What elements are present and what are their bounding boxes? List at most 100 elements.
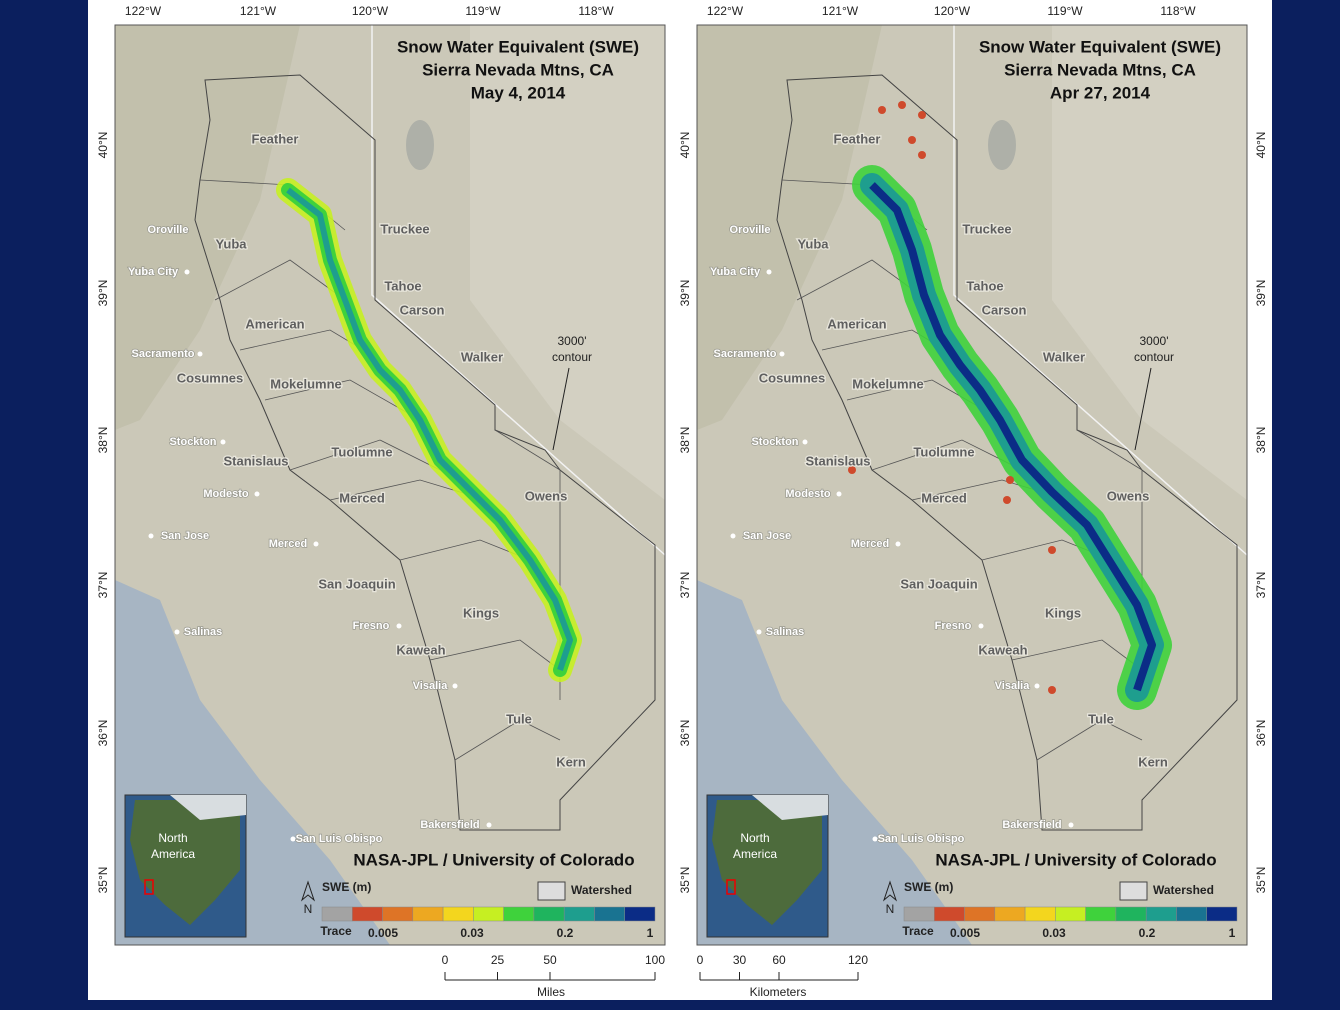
watershed-label: San Joaquin: [318, 576, 395, 591]
watershed-legend: Watershed: [571, 883, 632, 897]
lon-label: 121°W: [822, 4, 859, 18]
scale-unit: Miles: [537, 985, 565, 999]
city-label: Salinas: [184, 626, 223, 638]
state-border: [953, 25, 1247, 556]
watershed-label: Owens: [1107, 488, 1150, 503]
lon-label: 119°W: [1047, 4, 1083, 18]
lat-label: 40°N: [1254, 132, 1268, 159]
city-label: San Jose: [161, 530, 209, 542]
legend-swatch: [442, 906, 474, 922]
credit: NASA-JPL / University of Colorado: [935, 850, 1216, 869]
watershed-swatch: [537, 881, 566, 901]
legend-title: SWE (m): [904, 880, 953, 894]
city-label: Sacramento: [132, 348, 195, 360]
watershed-label: Truckee: [962, 221, 1011, 236]
city-dot: [1068, 822, 1074, 828]
legend-label: 0.2: [1139, 926, 1156, 940]
watershed-label: San Joaquin: [900, 576, 977, 591]
watershed-label: Yuba: [797, 236, 829, 251]
lat-label: 36°N: [96, 720, 110, 747]
legend-label: 0.005: [950, 926, 980, 940]
city-label: Visalia: [995, 680, 1031, 692]
city-dot: [254, 491, 260, 497]
city-label: Yuba City: [128, 266, 179, 278]
watershed-swatch: [1119, 881, 1148, 901]
legend-label: 0.005: [368, 926, 398, 940]
watershed-label: Carson: [400, 302, 445, 317]
city-label: San Luis Obispo: [878, 833, 965, 845]
watershed-label: American: [827, 316, 886, 331]
city-label: Merced: [269, 538, 308, 550]
city-dot: [779, 351, 785, 357]
lat-label: 36°N: [1254, 720, 1268, 747]
lat-label: 39°N: [96, 280, 110, 307]
lat-label: 37°N: [96, 572, 110, 599]
city-dot: [730, 533, 736, 539]
lake: [406, 120, 434, 170]
map-title: May 4, 2014: [471, 83, 566, 102]
map-title: Snow Water Equivalent (SWE): [979, 37, 1221, 56]
map-panel: [697, 25, 1247, 945]
north-arrow: [882, 880, 898, 902]
lake: [988, 120, 1016, 170]
legend-swatch: [1115, 906, 1147, 922]
legend-swatch: [994, 906, 1026, 922]
lon-label: 122°W: [125, 4, 162, 18]
city-dot: [836, 491, 842, 497]
city-dot: [174, 629, 180, 635]
snow-patch: [1006, 476, 1014, 484]
city-dot: [486, 822, 492, 828]
legend-swatch: [1024, 906, 1056, 922]
watershed-label: Mokelumne: [852, 376, 924, 391]
inset-label: America: [733, 847, 777, 861]
snow-cover: [286, 187, 573, 671]
city-dot: [872, 836, 878, 842]
legend-swatch: [503, 906, 535, 922]
watershed-label: Tuolumne: [331, 444, 392, 459]
map-terrain: [470, 25, 665, 500]
lon-label: 120°W: [934, 4, 971, 18]
city-label: Merced: [851, 538, 890, 550]
lat-label: 35°N: [1254, 867, 1268, 894]
city-dot: [197, 351, 203, 357]
watershed-label: Kaweah: [978, 642, 1027, 657]
lat-label: 40°N: [96, 132, 110, 159]
legend-swatch: [352, 906, 383, 922]
watershed-label: Owens: [525, 488, 568, 503]
snow-patch: [1048, 546, 1056, 554]
contour-leader: [552, 367, 570, 451]
map-title: Apr 27, 2014: [1050, 83, 1151, 102]
inset-label: North: [740, 831, 769, 845]
north-arrow: [300, 880, 316, 902]
city-label: Fresno: [353, 620, 390, 632]
scale-label: 0: [442, 953, 449, 967]
city-label: San Luis Obispo: [296, 833, 383, 845]
scale-unit: Kilometers: [750, 985, 807, 999]
watershed-label: Walker: [461, 349, 503, 364]
watershed-label: Yuba: [215, 236, 247, 251]
legend-swatch: [563, 906, 595, 922]
lat-label: 40°N: [678, 132, 692, 159]
inset-ice: [170, 795, 246, 820]
watershed-label: Kern: [1138, 754, 1168, 769]
city-dot: [978, 623, 984, 629]
legend-swatch: [934, 906, 965, 922]
legend-label: 1: [647, 926, 654, 940]
city-label: Bakersfield: [420, 819, 479, 831]
watershed-label: Walker: [1043, 349, 1085, 364]
scale-label: 30: [733, 953, 747, 967]
lon-label: 121°W: [240, 4, 277, 18]
snow-patch: [908, 136, 916, 144]
legend-title: SWE (m): [322, 880, 371, 894]
lat-label: 37°N: [678, 572, 692, 599]
watershed-label: Tahoe: [966, 278, 1003, 293]
legend-swatch: [624, 906, 656, 922]
scale-label: 100: [645, 953, 665, 967]
snow-patch: [878, 106, 886, 114]
watershed-boundary: [264, 379, 421, 421]
scale-label: 120: [848, 953, 868, 967]
lon-label: 122°W: [707, 4, 744, 18]
city-label: San Jose: [743, 530, 791, 542]
snow-patch: [1048, 686, 1056, 694]
watershed-boundary: [429, 639, 561, 671]
